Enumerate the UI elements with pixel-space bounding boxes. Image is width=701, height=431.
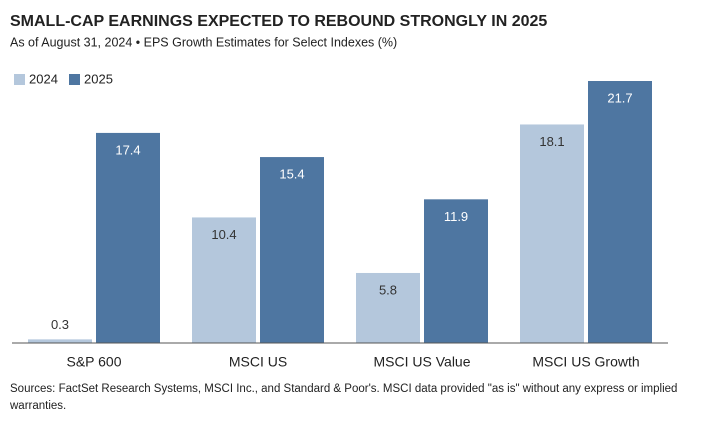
x-tick-label: MSCI US [229, 354, 287, 370]
source-note: Sources: FactSet Research Systems, MSCI … [10, 383, 678, 412]
bar [424, 199, 488, 343]
chart-subtitle: As of August 31, 2024 • EPS Growth Estim… [10, 35, 397, 49]
value-label: 0.3 [51, 317, 69, 332]
chart-title: SMALL-CAP EARNINGS EXPECTED TO REBOUND S… [10, 13, 547, 30]
value-label: 15.4 [279, 167, 304, 182]
chart: SMALL-CAP EARNINGS EXPECTED TO REBOUND S… [10, 13, 668, 370]
value-label: 10.4 [211, 227, 236, 242]
bar [588, 81, 652, 343]
x-tick-label: MSCI US Growth [532, 354, 639, 370]
legend-swatch [14, 74, 25, 85]
legend-swatch [69, 74, 80, 85]
bar [520, 124, 584, 343]
bar [96, 132, 160, 343]
legend-label: 2024 [29, 71, 58, 86]
bar [356, 272, 420, 343]
value-label: 18.1 [539, 134, 564, 149]
value-label: 5.8 [379, 282, 397, 297]
x-tick-label: S&P 600 [66, 354, 121, 370]
value-label: 11.9 [444, 209, 468, 224]
value-label: 21.7 [607, 90, 632, 105]
value-label: 17.4 [115, 142, 140, 157]
x-tick-label: MSCI US Value [374, 354, 471, 370]
bar [28, 339, 92, 343]
bar [260, 157, 324, 343]
legend-label: 2025 [84, 71, 113, 86]
bar [192, 217, 256, 343]
